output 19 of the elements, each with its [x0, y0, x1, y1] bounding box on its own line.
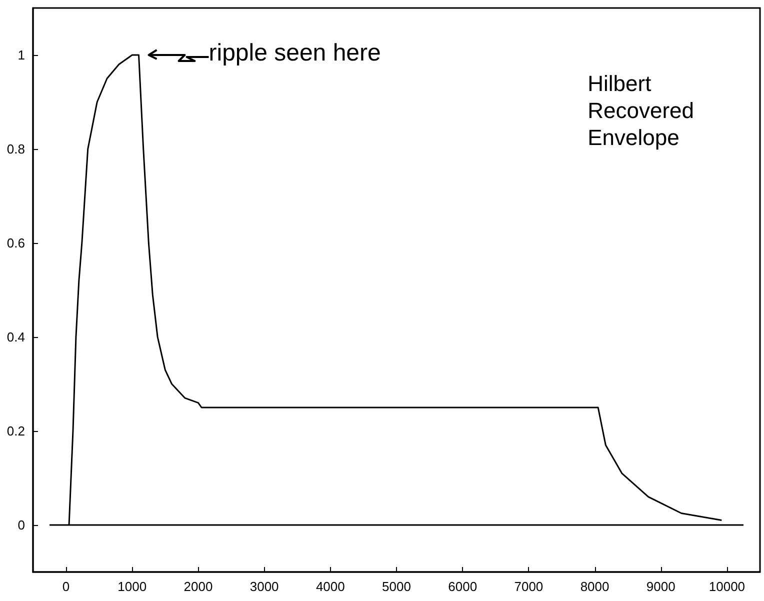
x-tick-label: 6000: [448, 579, 478, 594]
y-tick-label: 1: [18, 48, 25, 62]
x-tick-label: 8000: [580, 579, 610, 594]
x-tick-label: 5000: [382, 579, 411, 594]
y-tick-label: 0: [18, 518, 25, 532]
x-tick-label: 4000: [316, 579, 345, 594]
annotation: ripple seen here: [208, 40, 381, 66]
x-tick-label: 2000: [184, 579, 213, 594]
x-tick-label: 1000: [118, 579, 147, 594]
y-tick-label: 0.4: [6, 330, 25, 344]
x-tick-label: 0: [62, 579, 70, 594]
y-tick-label: 0.6: [6, 236, 25, 250]
y-tick-label: 0.2: [6, 424, 25, 438]
x-tick-label: 7000: [514, 579, 544, 594]
x-tick-label: 10000: [708, 579, 746, 594]
y-tick-label: 0.8: [6, 142, 25, 156]
x-tick-label: 3000: [250, 579, 279, 594]
annotation: Hilbert Recovered Envelope: [588, 71, 694, 150]
x-tick-label: 9000: [646, 579, 676, 594]
